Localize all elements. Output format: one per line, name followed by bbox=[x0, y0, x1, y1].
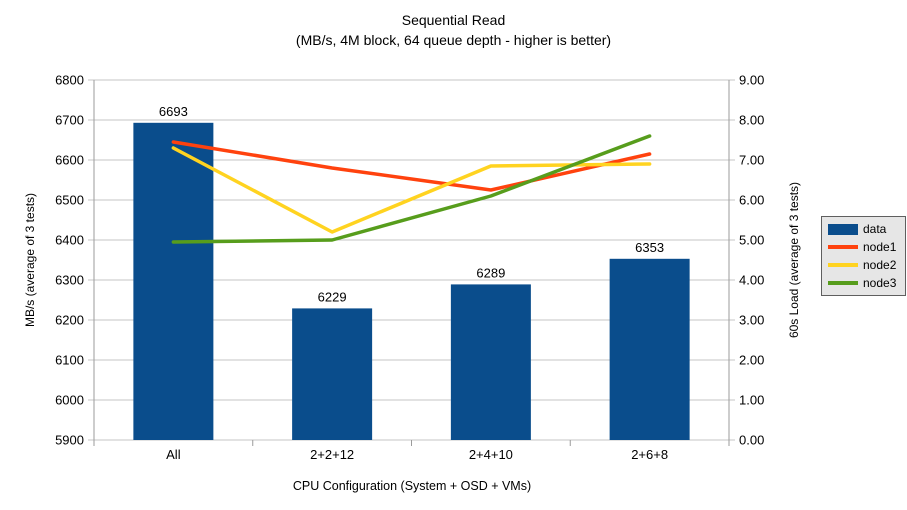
legend-swatch-node1 bbox=[828, 245, 858, 249]
x-axis-category-label: 2+4+10 bbox=[469, 447, 513, 462]
legend-label: node3 bbox=[863, 275, 897, 290]
chart-title: Sequential Read bbox=[401, 12, 506, 28]
line-node1 bbox=[171, 140, 652, 192]
left-axis-tick-label: 6400 bbox=[55, 233, 84, 248]
right-axis-tick-label: 0.00 bbox=[739, 433, 764, 448]
right-axis-tick-label: 6.00 bbox=[739, 193, 764, 208]
bar-value-label: 6289 bbox=[476, 265, 505, 280]
bar-data bbox=[609, 258, 690, 440]
right-axis-tick-label: 5.00 bbox=[739, 233, 764, 248]
bar-data bbox=[133, 122, 214, 441]
left-axis-tick-label: 6500 bbox=[55, 193, 84, 208]
legend: data node1 node2 node3 bbox=[821, 216, 906, 296]
bar-value-label: 6229 bbox=[318, 289, 347, 304]
legend-item-data: data bbox=[828, 221, 903, 236]
right-axis-tick-label: 9.00 bbox=[739, 73, 764, 88]
left-axis-tick-label: 6200 bbox=[55, 313, 84, 328]
x-axis-title: CPU Configuration (System + OSD + VMs) bbox=[292, 479, 532, 493]
right-axis-tick-label: 4.00 bbox=[739, 273, 764, 288]
x-axis-category-label: 2+6+8 bbox=[631, 447, 668, 462]
left-axis-tick-label: 6100 bbox=[55, 353, 84, 368]
bar-value-label: 6353 bbox=[635, 240, 664, 255]
legend-label: data bbox=[863, 221, 887, 236]
right-axis-tick-label: 8.00 bbox=[739, 113, 764, 128]
left-axis-tick-label: 6800 bbox=[55, 73, 84, 88]
right-axis-tick-label: 2.00 bbox=[739, 353, 764, 368]
right-axis-tick-label: 7.00 bbox=[739, 153, 764, 168]
legend-item-node1: node1 bbox=[828, 239, 903, 254]
bar-value-label: 6693 bbox=[159, 104, 188, 119]
left-axis-tick-label: 6600 bbox=[55, 153, 84, 168]
x-axis-category-label: 2+2+12 bbox=[310, 447, 354, 462]
left-axis-tick-label: 5900 bbox=[55, 433, 84, 448]
legend-item-node2: node2 bbox=[828, 257, 903, 272]
line-node3 bbox=[171, 134, 652, 244]
legend-swatch-node2 bbox=[828, 263, 858, 267]
left-axis-tick-label: 6700 bbox=[55, 113, 84, 128]
legend-label: node2 bbox=[863, 257, 897, 272]
chart-subtitle: (MB/s, 4M block, 64 queue depth - higher… bbox=[295, 32, 612, 48]
right-axis-tick-label: 3.00 bbox=[739, 313, 764, 328]
legend-item-node3: node3 bbox=[828, 275, 903, 290]
legend-label: node1 bbox=[863, 239, 897, 254]
legend-swatch-data bbox=[828, 223, 858, 235]
right-axis-tick-label: 1.00 bbox=[739, 393, 764, 408]
bar-data bbox=[292, 308, 373, 440]
x-axis-category-label: All bbox=[166, 447, 181, 462]
bar-data bbox=[450, 284, 531, 440]
legend-swatch-node3 bbox=[828, 281, 858, 285]
left-axis-tick-label: 6000 bbox=[55, 393, 84, 408]
chart-title-block: Sequential Read (MB/s, 4M block, 64 queu… bbox=[0, 10, 907, 50]
left-axis-tick-label: 6300 bbox=[55, 273, 84, 288]
